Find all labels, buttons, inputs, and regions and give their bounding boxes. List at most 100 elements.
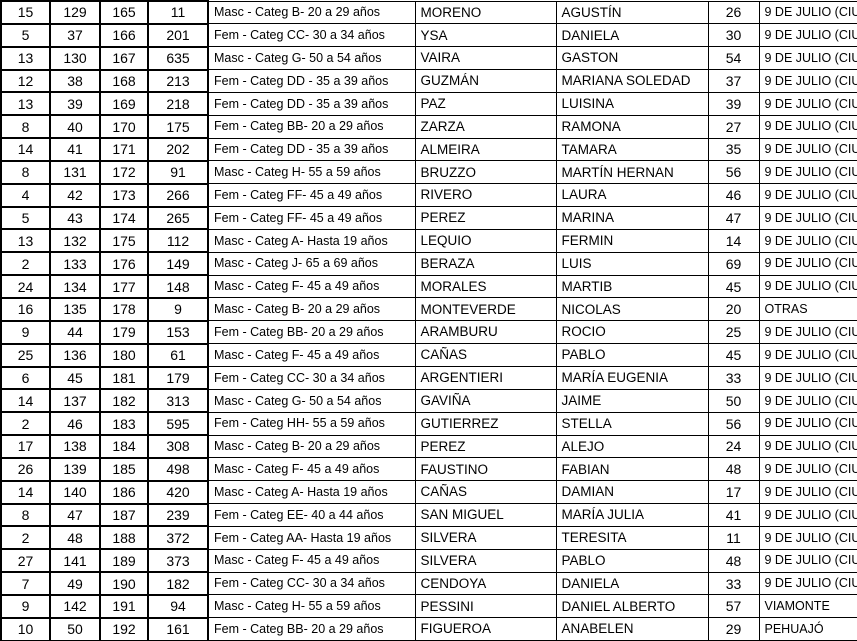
cell-category[interactable]: Masc - Categ J- 65 a 69 años: [207, 251, 416, 276]
cell-col-a-number[interactable]: 2: [0, 251, 51, 277]
cell-first-name[interactable]: MARÍA EUGENIA: [555, 366, 709, 390]
cell-age[interactable]: 24: [707, 434, 760, 459]
cell-category[interactable]: Fem - Categ CC- 30 a 34 años: [207, 366, 416, 390]
cell-category[interactable]: Masc - Categ F- 45 a 49 años: [207, 548, 416, 573]
cell-col-a-number[interactable]: 5: [0, 205, 51, 231]
cell-bib-number[interactable]: 266: [147, 182, 209, 208]
cell-bib-number[interactable]: 94: [147, 593, 209, 619]
cell-entry-number[interactable]: 181: [99, 365, 149, 391]
cell-surname[interactable]: MORENO: [414, 0, 557, 25]
cell-age[interactable]: 37: [707, 69, 760, 93]
cell-city[interactable]: 9 DE JULIO (CIU: [758, 23, 857, 48]
cell-first-name[interactable]: LAURA: [555, 183, 709, 208]
cell-city[interactable]: OTRAS: [758, 297, 857, 322]
cell-category[interactable]: Masc - Categ G- 50 a 54 años: [207, 46, 416, 71]
cell-col-a-number[interactable]: 9: [0, 593, 51, 619]
cell-bib-number[interactable]: 149: [147, 251, 209, 277]
cell-bib-number[interactable]: 373: [147, 548, 209, 574]
cell-age[interactable]: 33: [707, 571, 760, 596]
cell-col-b-number[interactable]: 48: [49, 525, 101, 551]
cell-surname[interactable]: SILVERA: [414, 525, 557, 550]
cell-bib-number[interactable]: 11: [147, 0, 209, 25]
cell-surname[interactable]: ARAMBURU: [414, 320, 557, 345]
cell-surname[interactable]: FAUSTINO: [414, 457, 557, 482]
cell-bib-number[interactable]: 175: [147, 114, 209, 140]
cell-category[interactable]: Masc - Categ A- Hasta 19 años: [207, 480, 416, 505]
cell-col-a-number[interactable]: 4: [0, 182, 51, 208]
cell-category[interactable]: Fem - Categ DD - 35 a 39 años: [207, 137, 416, 162]
cell-col-b-number[interactable]: 138: [49, 434, 101, 459]
cell-col-a-number[interactable]: 24: [0, 274, 51, 299]
cell-city[interactable]: 9 DE JULIO (CIU: [758, 251, 857, 276]
cell-city[interactable]: 9 DE JULIO (CIU: [758, 0, 857, 25]
cell-city[interactable]: 9 DE JULIO (CIU: [758, 525, 857, 550]
cell-surname[interactable]: ARGENTIERI: [414, 366, 557, 390]
cell-col-a-number[interactable]: 13: [0, 91, 51, 117]
cell-category[interactable]: Masc - Categ B- 20 a 29 años: [207, 0, 416, 25]
cell-entry-number[interactable]: 169: [99, 91, 149, 117]
cell-surname[interactable]: GAVIÑA: [414, 388, 557, 413]
cell-entry-number[interactable]: 186: [99, 479, 149, 505]
cell-col-a-number[interactable]: 14: [0, 479, 51, 505]
cell-first-name[interactable]: MARTIB: [555, 274, 709, 299]
cell-surname[interactable]: GUTIERREZ: [414, 411, 557, 436]
cell-first-name[interactable]: LUISINA: [555, 91, 709, 116]
cell-entry-number[interactable]: 182: [99, 388, 149, 414]
cell-city[interactable]: 9 DE JULIO (CIU: [758, 434, 857, 459]
cell-first-name[interactable]: MARÍA JULIA: [555, 503, 709, 527]
cell-surname[interactable]: ALMEIRA: [414, 137, 557, 162]
cell-surname[interactable]: YSA: [414, 23, 557, 48]
cell-age[interactable]: 56: [707, 160, 760, 185]
cell-city[interactable]: 9 DE JULIO (CIU: [758, 320, 857, 345]
cell-col-b-number[interactable]: 135: [49, 296, 101, 322]
cell-city[interactable]: 9 DE JULIO (CIU: [758, 114, 857, 139]
cell-first-name[interactable]: STELLA: [555, 411, 709, 436]
cell-bib-number[interactable]: 161: [147, 616, 209, 641]
cell-city[interactable]: 9 DE JULIO (CIU: [758, 480, 857, 505]
cell-col-b-number[interactable]: 129: [49, 0, 101, 25]
cell-bib-number[interactable]: 213: [147, 68, 209, 94]
cell-surname[interactable]: CAÑAS: [414, 343, 557, 367]
cell-city[interactable]: 9 DE JULIO (CIU: [758, 69, 857, 93]
cell-entry-number[interactable]: 183: [99, 411, 149, 437]
cell-col-a-number[interactable]: 8: [0, 159, 51, 185]
cell-col-a-number[interactable]: 2: [0, 525, 51, 551]
cell-col-b-number[interactable]: 132: [49, 228, 101, 254]
cell-bib-number[interactable]: 313: [147, 388, 209, 414]
cell-category[interactable]: Fem - Categ FF- 45 a 49 años: [207, 206, 416, 230]
cell-entry-number[interactable]: 167: [99, 45, 149, 71]
cell-surname[interactable]: MORALES: [414, 274, 557, 299]
cell-surname[interactable]: ZARZA: [414, 114, 557, 139]
cell-category[interactable]: Masc - Categ B- 20 a 29 años: [207, 434, 416, 459]
cell-bib-number[interactable]: 201: [147, 22, 209, 48]
cell-col-a-number[interactable]: 14: [0, 388, 51, 414]
cell-col-a-number[interactable]: 27: [0, 548, 51, 574]
cell-age[interactable]: 69: [707, 251, 760, 276]
cell-col-a-number[interactable]: 8: [0, 114, 51, 140]
cell-col-b-number[interactable]: 136: [49, 342, 101, 368]
cell-city[interactable]: 9 DE JULIO (CIU: [758, 503, 857, 527]
cell-surname[interactable]: LEQUIO: [414, 228, 557, 253]
cell-age[interactable]: 33: [707, 366, 760, 390]
cell-category[interactable]: Fem - Categ DD - 35 a 39 años: [207, 69, 416, 93]
cell-col-b-number[interactable]: 142: [49, 593, 101, 619]
cell-col-b-number[interactable]: 46: [49, 411, 101, 437]
cell-col-b-number[interactable]: 47: [49, 502, 101, 528]
cell-first-name[interactable]: AGUSTÍN: [555, 0, 709, 25]
cell-category[interactable]: Masc - Categ G- 50 a 54 años: [207, 388, 416, 413]
cell-first-name[interactable]: JAIME: [555, 388, 709, 413]
cell-age[interactable]: 45: [707, 343, 760, 367]
cell-col-b-number[interactable]: 42: [49, 182, 101, 208]
cell-entry-number[interactable]: 166: [99, 22, 149, 48]
cell-first-name[interactable]: DANIELA: [555, 23, 709, 48]
cell-entry-number[interactable]: 176: [99, 251, 149, 277]
cell-col-b-number[interactable]: 133: [49, 251, 101, 277]
cell-age[interactable]: 14: [707, 228, 760, 253]
cell-surname[interactable]: VAIRA: [414, 46, 557, 71]
cell-category[interactable]: Masc - Categ B- 20 a 29 años: [207, 297, 416, 322]
cell-first-name[interactable]: MARIANA SOLEDAD: [555, 69, 709, 93]
cell-age[interactable]: 56: [707, 411, 760, 436]
cell-surname[interactable]: CAÑAS: [414, 480, 557, 505]
cell-city[interactable]: 9 DE JULIO (CIU: [758, 206, 857, 230]
cell-bib-number[interactable]: 420: [147, 479, 209, 505]
